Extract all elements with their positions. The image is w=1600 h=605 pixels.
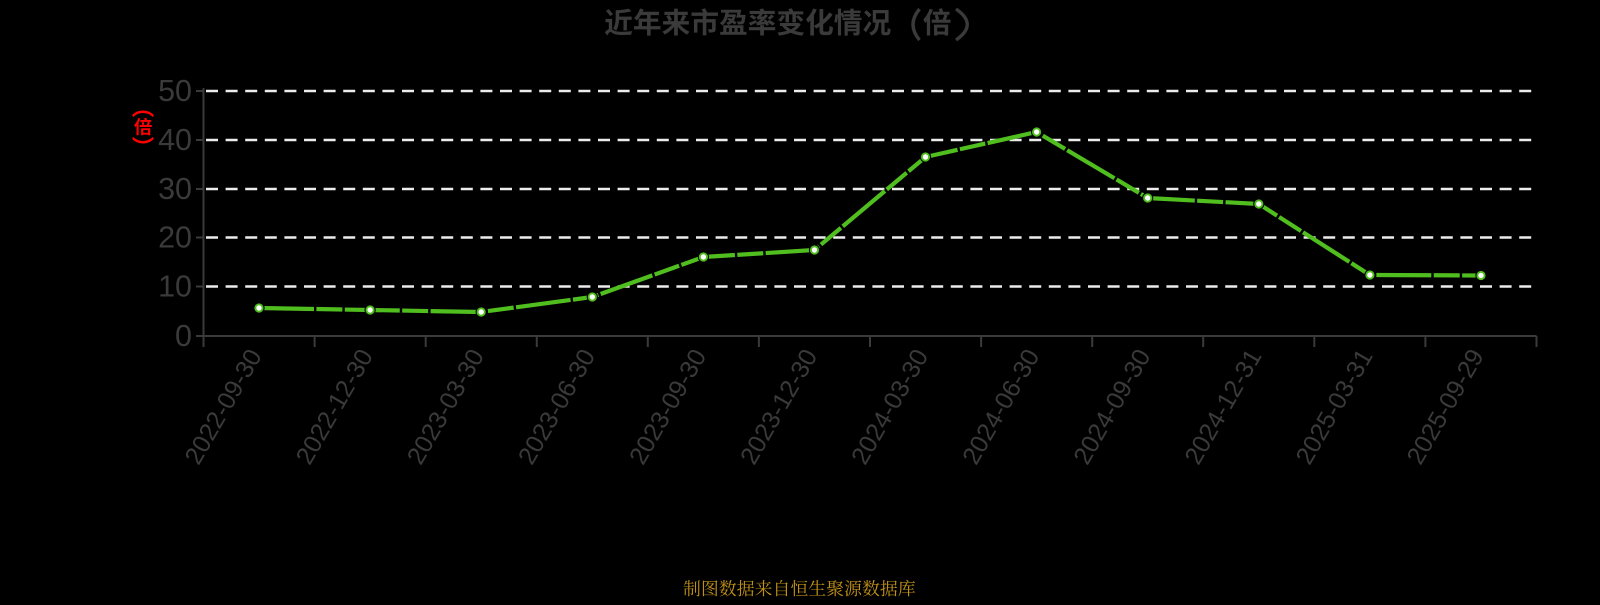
svg-text:40: 40 [158, 123, 192, 157]
svg-text:10: 10 [158, 270, 192, 304]
svg-text:30: 30 [158, 172, 192, 206]
svg-text:20: 20 [158, 221, 192, 255]
svg-text:0: 0 [175, 319, 192, 353]
svg-text:50: 50 [158, 74, 192, 108]
